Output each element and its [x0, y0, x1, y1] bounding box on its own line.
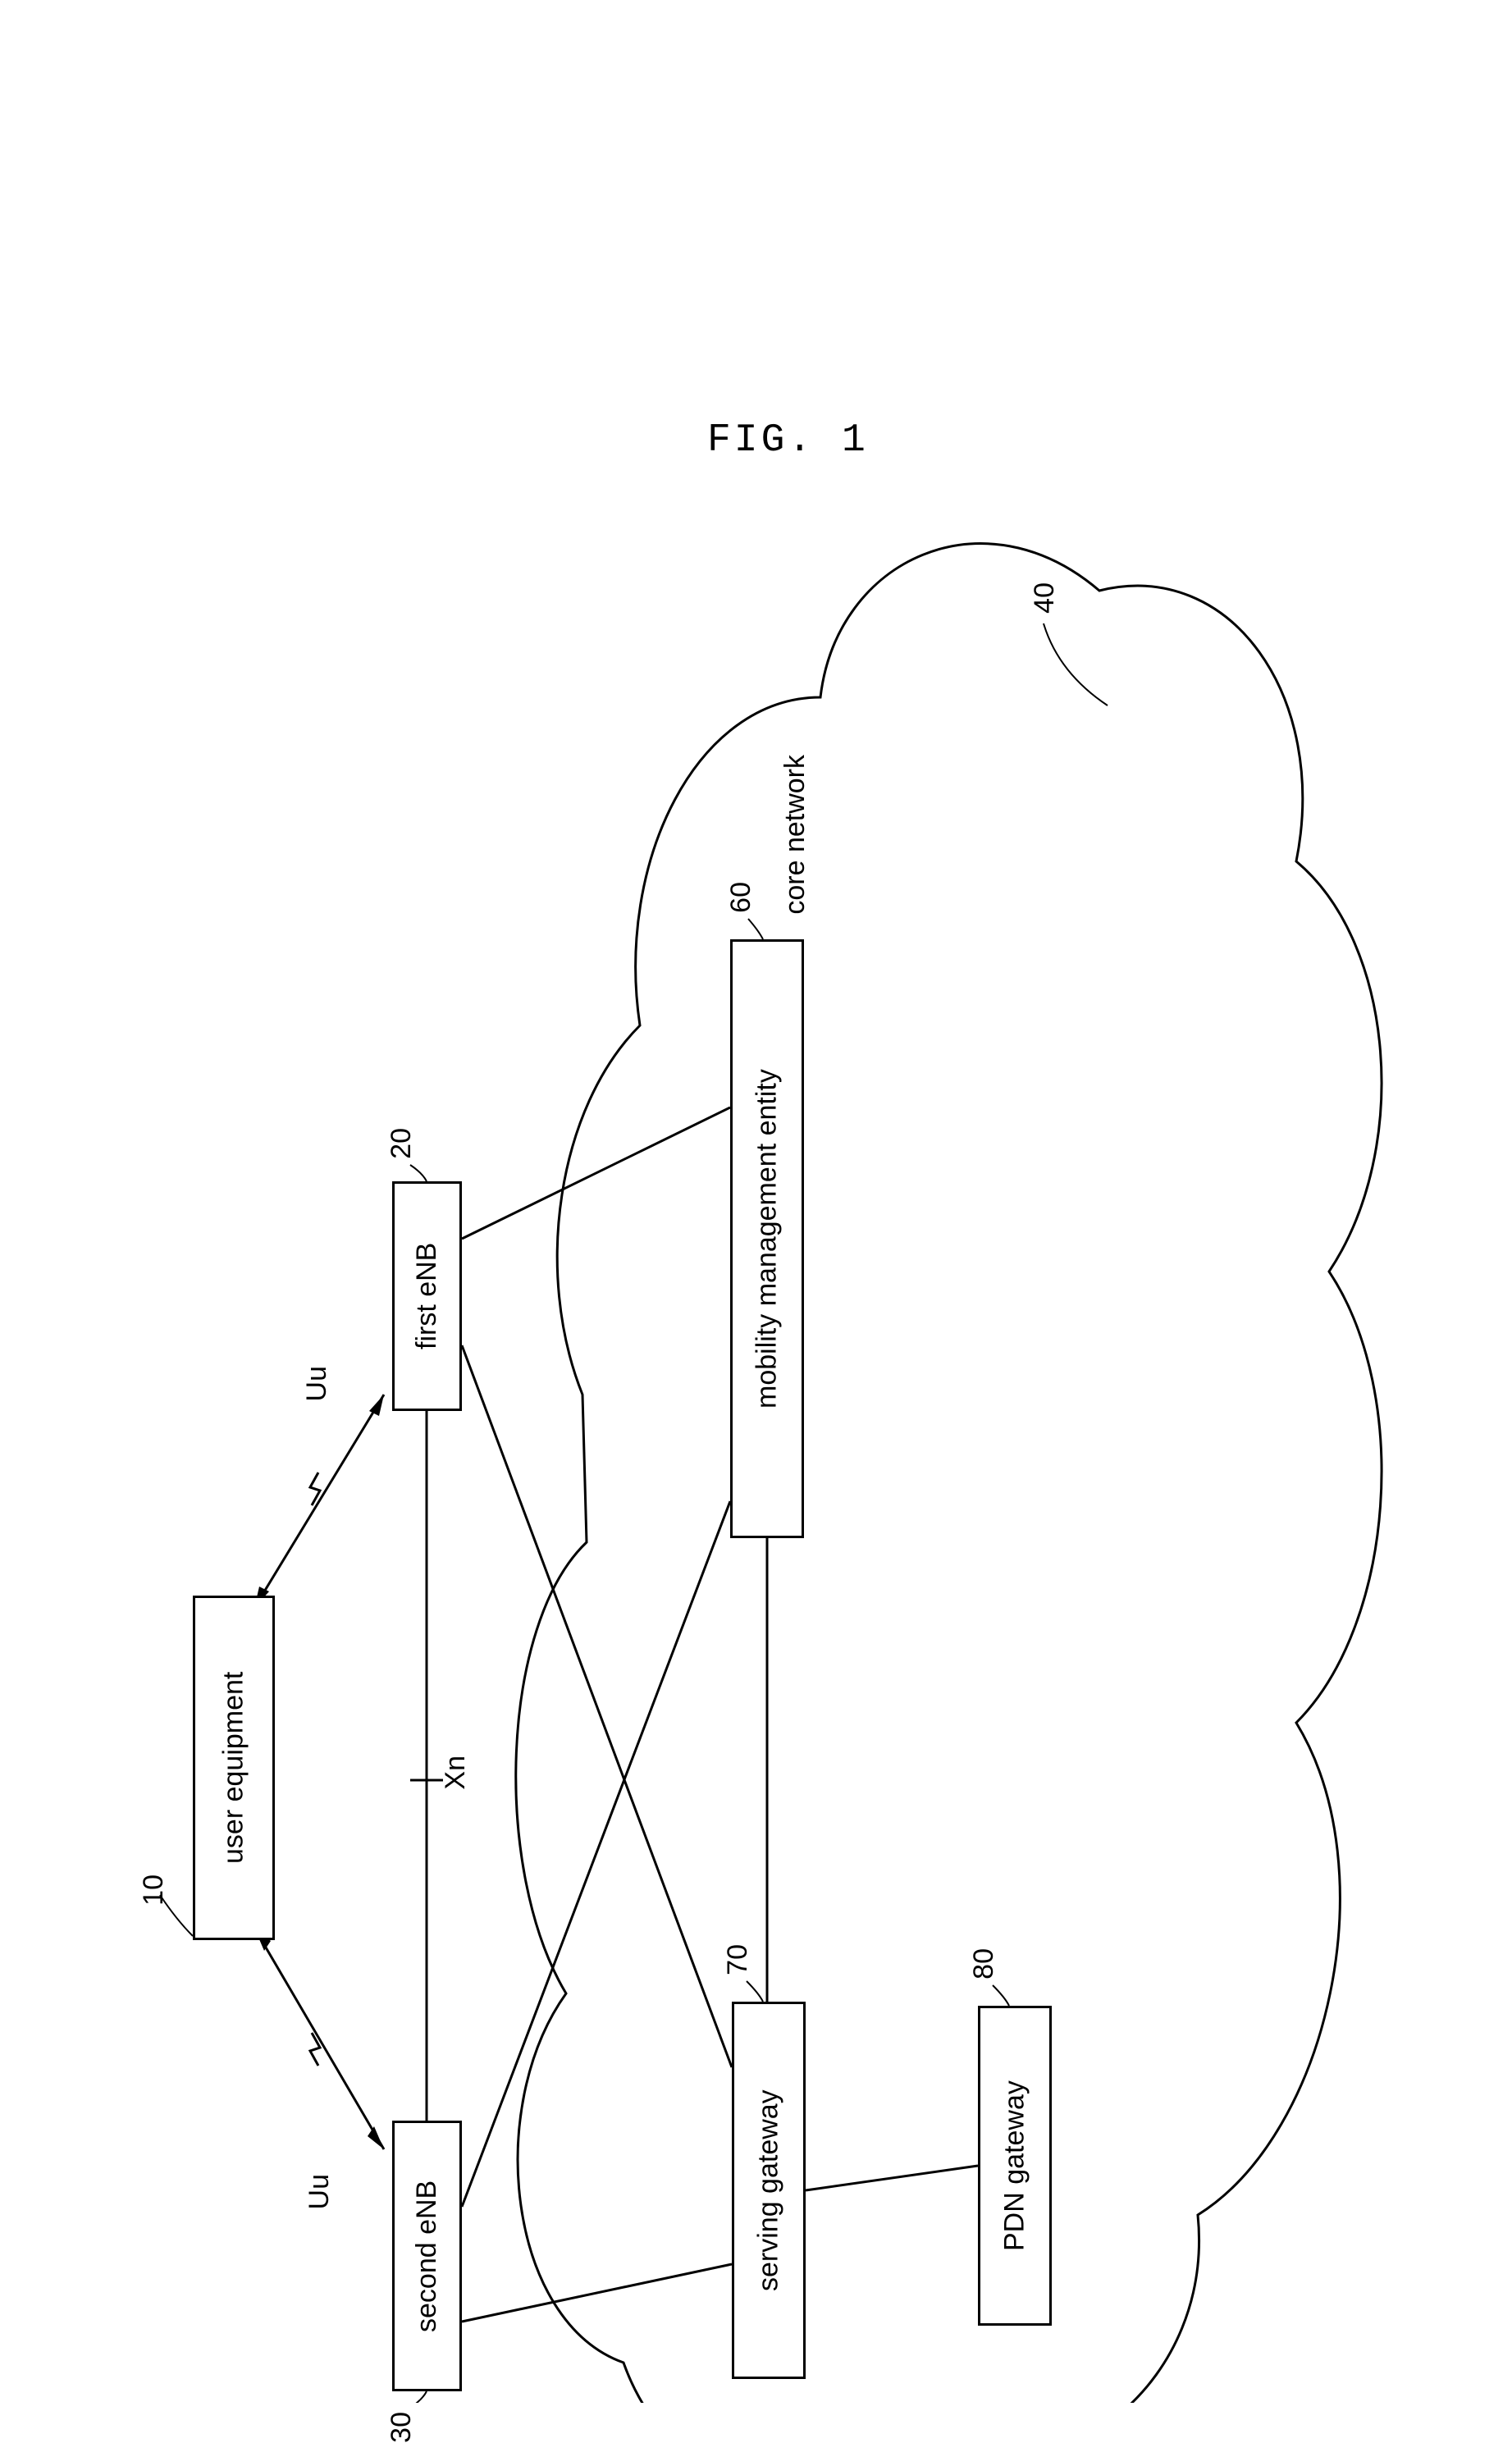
label-uu-1: Uu [301, 1366, 333, 1401]
label-pdn-gateway: PDN gateway [999, 2080, 1031, 2251]
line-enb1-sgw [462, 1345, 732, 2067]
ref-80-connector [993, 1985, 1009, 2006]
lightning-ue-enb2 [310, 2033, 320, 2066]
label-first-enb: first eNB [411, 1243, 443, 1349]
line-enb2-mme [462, 1501, 730, 2207]
cloud-path [516, 544, 1382, 2403]
ref-30-connector [410, 2391, 427, 2403]
ref-40: 40 [1029, 582, 1061, 614]
line-sgw-pdn [806, 2166, 978, 2190]
label-uu-2: Uu [304, 2174, 336, 2209]
diagram-container: FIG. 1 [0, 0, 1512, 2403]
label-core-network: core network [779, 755, 811, 915]
label-xn: Xn [440, 1756, 472, 1790]
ref-20-connector [410, 1165, 427, 1181]
ref-10: 10 [138, 1874, 170, 1906]
arrow-ue-enb1-a [369, 1395, 384, 1416]
line-ue-enb2 [254, 1928, 384, 2149]
ref-40-connector [1044, 623, 1108, 706]
box-pdn-gateway: PDN gateway [978, 2006, 1052, 2326]
box-serving-gateway: serving gateway [732, 2002, 806, 2379]
figure-title: FIG. 1 [707, 418, 869, 463]
ref-60-connector [748, 919, 763, 939]
ref-30: 30 [386, 2412, 418, 2443]
label-serving-gateway: serving gateway [753, 2089, 785, 2291]
box-first-enb: first eNB [392, 1181, 462, 1411]
arrow-ue-enb2-a [368, 2126, 384, 2149]
lightning-ue-enb1 [310, 1473, 320, 1505]
label-second-enb: second eNB [411, 2180, 443, 2331]
box-mme: mobility management entity [730, 939, 804, 1538]
ref-80: 80 [968, 1948, 1000, 1980]
label-user-equipment: user equipment [218, 1672, 250, 1864]
line-enb2-sgw [462, 2264, 732, 2322]
ref-70-connector [747, 1981, 763, 2002]
ref-70: 70 [722, 1944, 754, 1975]
line-ue-enb1 [254, 1395, 384, 1608]
line-enb1-mme [462, 1107, 730, 1239]
box-user-equipment: user equipment [193, 1596, 275, 1940]
box-second-enb: second eNB [392, 2121, 462, 2391]
label-mme: mobility management entity [751, 1069, 783, 1409]
ref-60: 60 [725, 882, 757, 913]
ref-20: 20 [386, 1128, 418, 1159]
